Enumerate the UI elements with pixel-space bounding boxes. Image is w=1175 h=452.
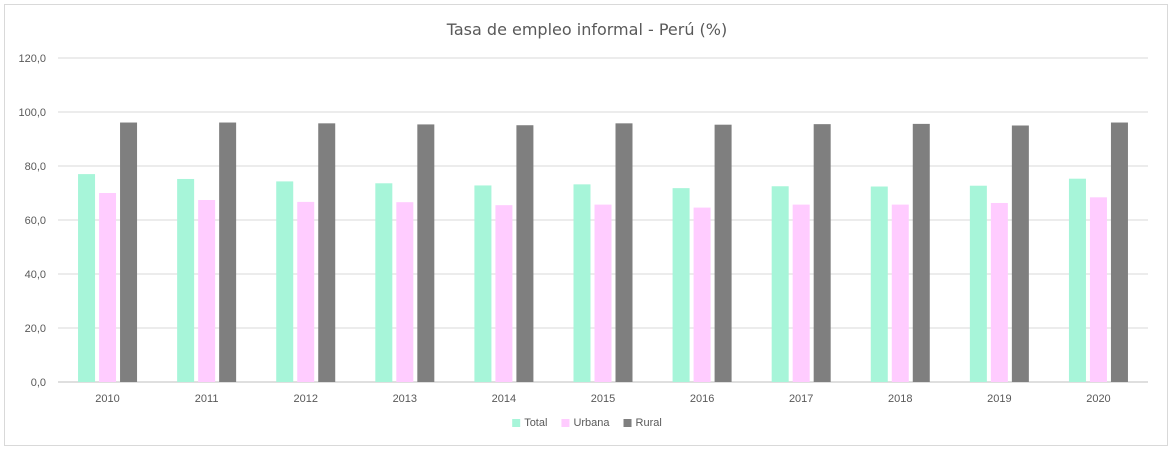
bar-urbana-2012 [297,201,315,382]
bar-rural-2010 [120,122,138,382]
bar-rural-2015 [615,123,633,382]
legend-label-urbana: Urbana [573,417,610,429]
legend: Total Urbana Rural [512,417,662,429]
bar-urbana-2020 [1089,197,1107,382]
bar-total-2019 [969,185,987,382]
y-tick-label: 120,0 [18,53,46,65]
bar-rural-2012 [318,123,336,382]
bar-rural-2011 [219,122,237,382]
x-tick-label: 2020 [1086,393,1110,405]
bar-urbana-2017 [792,204,810,382]
bar-total-2016 [672,188,690,382]
x-tick-label: 2019 [987,393,1011,405]
bar-rural-2017 [813,124,831,383]
y-axis-ticks: 0,0 20,0 40,0 60,0 80,0 100,0 120,0 [18,53,46,389]
x-tick-label: 2013 [393,393,417,405]
bar-rural-2013 [417,124,435,383]
bar-urbana-2018 [891,204,909,382]
bar-rural-2020 [1110,122,1128,382]
bar-rural-2016 [714,124,732,382]
legend-label-rural: Rural [636,417,662,429]
x-tick-label: 2015 [591,393,615,405]
bar-rural-2019 [1011,125,1029,382]
bar-total-2017 [771,186,789,382]
bar-urbana-2014 [495,205,513,382]
bar-total-2010 [78,174,96,382]
grid-lines [58,57,1148,383]
bars [78,122,1128,383]
y-tick-label: 80,0 [25,161,46,173]
bar-total-2014 [474,185,492,382]
bar-total-2015 [573,184,591,382]
bar-total-2020 [1068,178,1086,382]
legend-swatch-urbana [561,419,570,427]
chart-title: Tasa de empleo informal - Perú (%) [446,20,728,39]
bar-total-2018 [870,186,888,382]
y-tick-label: 40,0 [25,269,46,281]
bar-urbana-2016 [693,207,711,382]
bar-urbana-2011 [198,200,216,382]
legend-label-total: Total [524,417,547,429]
bar-rural-2014 [516,125,534,382]
legend-swatch-total [512,419,521,427]
y-tick-label: 20,0 [25,323,46,335]
bar-urbana-2019 [990,202,1008,382]
legend-swatch-rural [623,419,632,427]
x-axis-ticks: 2010 2011 2012 2013 2014 2015 2016 2017 2018 2019… [95,393,1110,405]
x-tick-label: 2017 [789,393,813,405]
x-tick-label: 2011 [195,393,219,405]
y-tick-label: 100,0 [18,107,46,119]
x-tick-label: 2010 [95,393,119,405]
bar-urbana-2013 [396,202,414,382]
bar-total-2012 [276,181,294,382]
x-tick-label: 2016 [690,393,714,405]
bar-urbana-2010 [99,193,117,382]
bar-rural-2018 [912,123,930,382]
bar-urbana-2015 [594,204,612,382]
y-tick-label: 0,0 [31,377,46,389]
x-tick-label: 2012 [293,393,317,405]
x-tick-label: 2014 [492,393,516,405]
y-tick-label: 60,0 [25,215,46,227]
bar-total-2011 [177,178,195,382]
x-tick-label: 2018 [888,393,912,405]
bar-total-2013 [375,183,393,382]
